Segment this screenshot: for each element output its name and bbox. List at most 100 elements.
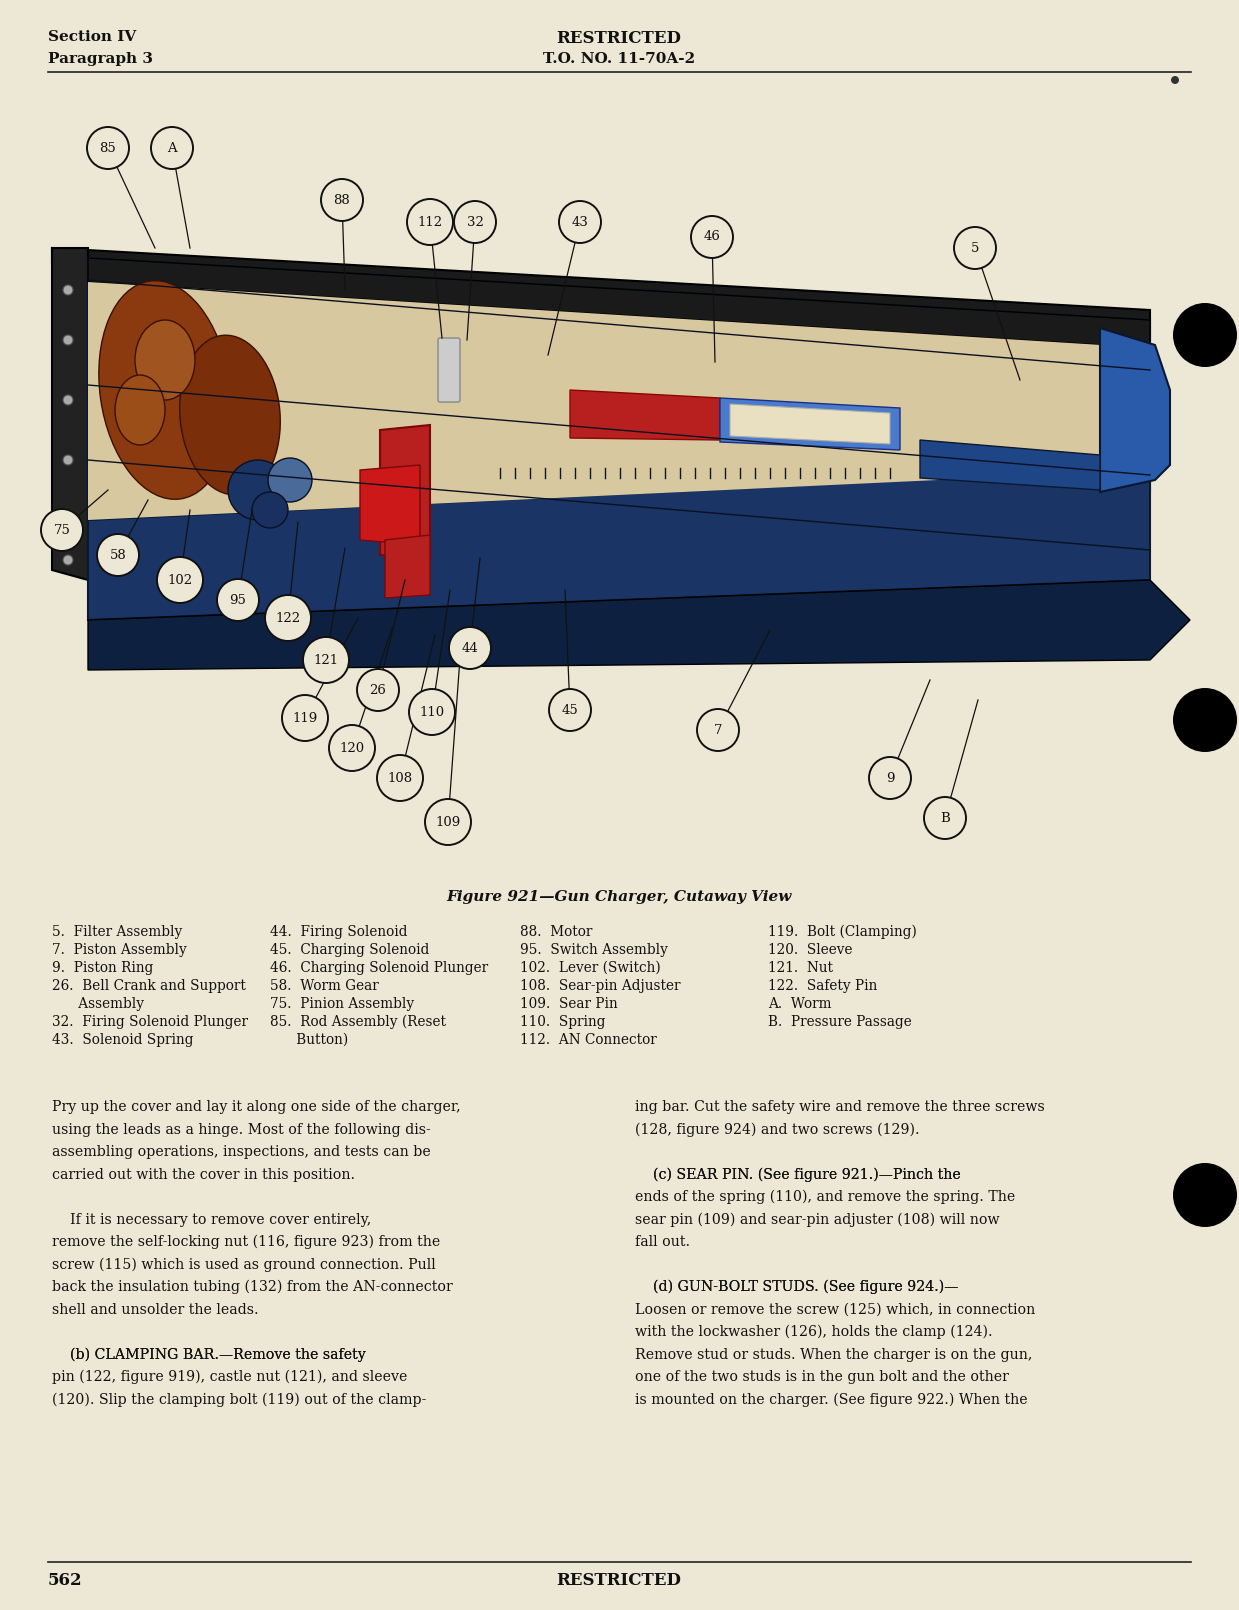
Text: 122: 122 [275,612,301,625]
Polygon shape [720,398,900,451]
Text: 58: 58 [109,549,126,562]
Circle shape [357,670,399,712]
Text: 119: 119 [292,712,317,724]
Circle shape [63,394,73,406]
Text: 122.  Safety Pin: 122. Safety Pin [768,979,877,993]
Circle shape [157,557,203,604]
Circle shape [97,535,139,576]
Circle shape [559,201,601,243]
Text: 119.  Bolt (Clamping): 119. Bolt (Clamping) [768,926,917,939]
Text: screw (115) which is used as ground connection. Pull: screw (115) which is used as ground conn… [52,1257,436,1272]
Circle shape [698,708,738,750]
Circle shape [63,285,73,295]
Text: pin (122, figure 919), castle nut (121), and sleeve: pin (122, figure 919), castle nut (121),… [52,1370,408,1385]
Text: 85: 85 [99,142,116,155]
Text: 88.  Motor: 88. Motor [520,926,592,939]
Text: A: A [167,142,177,155]
Polygon shape [730,404,890,444]
Circle shape [268,457,312,502]
Text: 110: 110 [420,705,445,718]
Text: 46.  Charging Solenoid Plunger: 46. Charging Solenoid Plunger [270,961,488,976]
Text: (b) CLAMPING BAR.—Remove the safety: (b) CLAMPING BAR.—Remove the safety [52,1348,366,1362]
Text: with the lockwasher (126), holds the clamp (124).: with the lockwasher (126), holds the cla… [636,1325,992,1340]
Text: sear pin (109) and sear-pin adjuster (108) will now: sear pin (109) and sear-pin adjuster (10… [636,1212,1000,1227]
Polygon shape [88,469,1150,620]
Text: Figure 921—Gun Charger, Cutaway View: Figure 921—Gun Charger, Cutaway View [446,890,792,903]
Text: 5: 5 [971,242,979,254]
Circle shape [228,460,287,520]
Text: 45.  Charging Solenoid: 45. Charging Solenoid [270,943,430,956]
Text: fall out.: fall out. [636,1235,690,1249]
Circle shape [41,509,83,551]
Circle shape [377,755,422,802]
Polygon shape [570,390,720,440]
Text: is mounted on the charger. (See figure 922.) When the: is mounted on the charger. (See figure 9… [636,1393,1027,1407]
Polygon shape [1100,328,1170,493]
Polygon shape [88,580,1189,670]
Ellipse shape [135,320,195,399]
Text: 45: 45 [561,704,579,716]
Text: assembling operations, inspections, and tests can be: assembling operations, inspections, and … [52,1145,431,1159]
Circle shape [63,555,73,565]
Ellipse shape [99,280,232,499]
Circle shape [304,638,349,683]
Text: 120: 120 [339,742,364,755]
Circle shape [151,127,193,169]
Circle shape [217,580,259,621]
Text: Button): Button) [270,1034,348,1047]
Text: 108.  Sear-pin Adjuster: 108. Sear-pin Adjuster [520,979,680,993]
Text: ing bar. Cut the safety wire and remove the three screws: ing bar. Cut the safety wire and remove … [636,1100,1044,1114]
Text: 32: 32 [467,216,483,229]
Circle shape [1173,687,1237,752]
Text: 112.  AN Connector: 112. AN Connector [520,1034,657,1047]
Text: Loosen or remove the screw (125) which, in connection: Loosen or remove the screw (125) which, … [636,1302,1036,1317]
Circle shape [1173,1162,1237,1227]
Text: 88: 88 [333,193,351,206]
Text: 109: 109 [435,816,461,829]
Text: (120). Slip the clamping bolt (119) out of the clamp-: (120). Slip the clamping bolt (119) out … [52,1393,426,1407]
Circle shape [406,200,453,245]
Circle shape [954,227,996,269]
Text: (c) SEAR PIN. (See figure 921.)—Pinch the: (c) SEAR PIN. (See figure 921.)—Pinch th… [636,1167,960,1182]
Text: 121: 121 [313,654,338,667]
Polygon shape [88,258,1150,348]
Text: 121.  Nut: 121. Nut [768,961,833,976]
Text: (d) GUN-BOLT STUDS. (See figure 924.)—: (d) GUN-BOLT STUDS. (See figure 924.)— [636,1280,959,1294]
Text: 43: 43 [571,216,589,229]
Circle shape [63,335,73,345]
Text: B: B [940,811,950,824]
Text: remove the self-locking nut (116, figure 923) from the: remove the self-locking nut (116, figure… [52,1235,440,1249]
Text: 9: 9 [886,771,895,784]
Text: 7: 7 [714,723,722,736]
Circle shape [449,626,491,670]
Text: 9.  Piston Ring: 9. Piston Ring [52,961,154,976]
Text: Paragraph 3: Paragraph 3 [48,52,152,66]
Text: 85.  Rod Assembly (Reset: 85. Rod Assembly (Reset [270,1014,446,1029]
Text: (d) GUN-BOLT STUDS. (See figure 924.)—: (d) GUN-BOLT STUDS. (See figure 924.)— [636,1280,959,1294]
Text: (b) CLAMPING BAR.—Remove the safety: (b) CLAMPING BAR.—Remove the safety [52,1348,366,1362]
Text: 562: 562 [48,1571,83,1589]
Circle shape [63,456,73,465]
Text: 102.  Lever (Switch): 102. Lever (Switch) [520,961,660,976]
Text: 26: 26 [369,684,387,697]
Circle shape [924,797,966,839]
Polygon shape [88,282,1150,520]
Polygon shape [88,258,1150,560]
Text: (128, figure 924) and two screws (129).: (128, figure 924) and two screws (129). [636,1122,919,1137]
Polygon shape [385,535,430,597]
Circle shape [425,799,471,845]
Circle shape [549,689,591,731]
Circle shape [252,493,287,528]
Text: 75: 75 [53,523,71,536]
Circle shape [1173,303,1237,367]
Text: 75.  Pinion Assembly: 75. Pinion Assembly [270,997,414,1011]
Text: RESTRICTED: RESTRICTED [556,31,681,47]
Text: one of the two studs is in the gun bolt and the other: one of the two studs is in the gun bolt … [636,1370,1009,1385]
Circle shape [87,127,129,169]
Text: If it is necessary to remove cover entirely,: If it is necessary to remove cover entir… [52,1212,372,1227]
Circle shape [409,689,455,736]
Text: 120.  Sleeve: 120. Sleeve [768,943,852,956]
Text: 112: 112 [418,216,442,229]
Text: RESTRICTED: RESTRICTED [556,1571,681,1589]
Text: carried out with the cover in this position.: carried out with the cover in this posit… [52,1167,356,1182]
